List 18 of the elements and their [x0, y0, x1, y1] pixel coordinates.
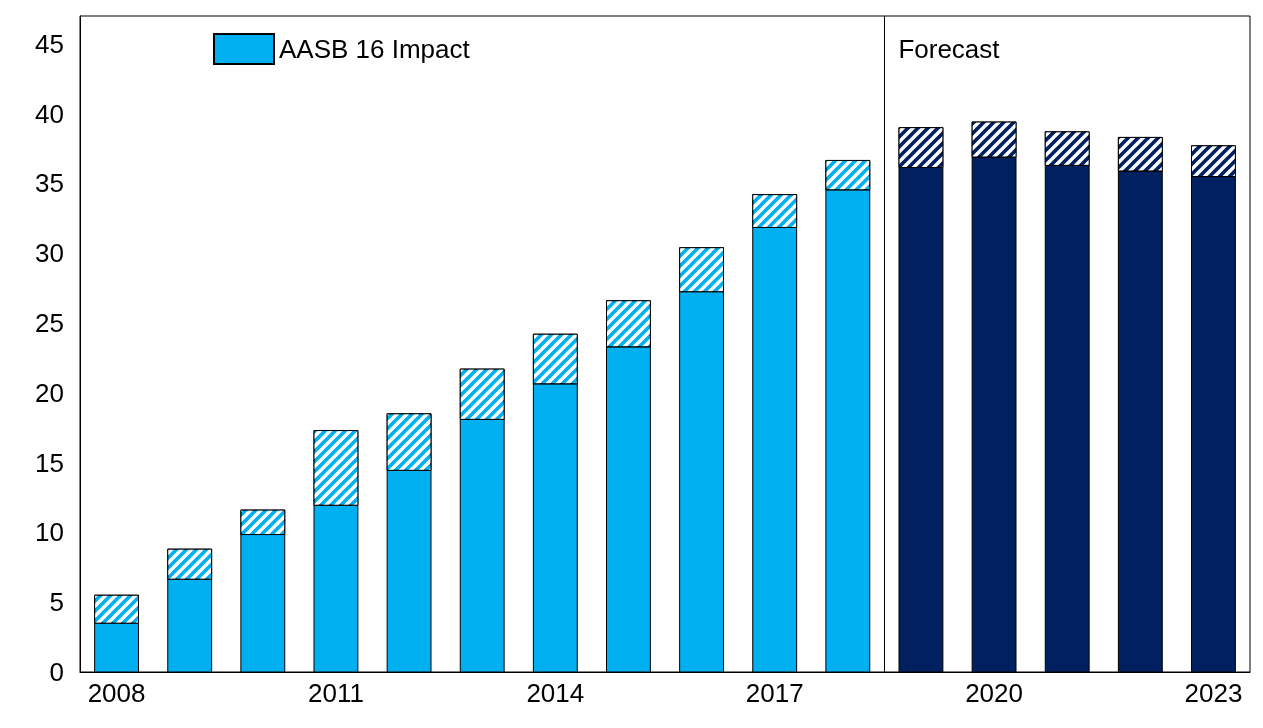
y-tick-label: 10 [35, 517, 64, 548]
x-tick-label: 2023 [1184, 678, 1243, 708]
y-tick-label: 20 [35, 377, 64, 408]
legend-label: AASB 16 Impact [279, 34, 471, 64]
y-tick-label: 25 [35, 308, 64, 339]
ref-line-label: Forecast [898, 34, 1001, 64]
y-tick-label: 40 [35, 98, 64, 129]
y-tick-label: 45 [35, 28, 64, 59]
y-tick-label: 15 [35, 447, 64, 478]
x-tick-label: 2014 [526, 678, 585, 708]
y-tick-label: 35 [35, 168, 64, 199]
y-tick-label: 30 [35, 238, 64, 269]
y-tick-label: 0 [49, 657, 64, 687]
x-tick-label: 2020 [965, 678, 1023, 708]
y-tick-label: 5 [49, 587, 64, 618]
x-tick-label: 2011 [307, 678, 364, 708]
x-tick-label: 2017 [745, 678, 804, 708]
x-tick-label: 2008 [87, 678, 146, 708]
